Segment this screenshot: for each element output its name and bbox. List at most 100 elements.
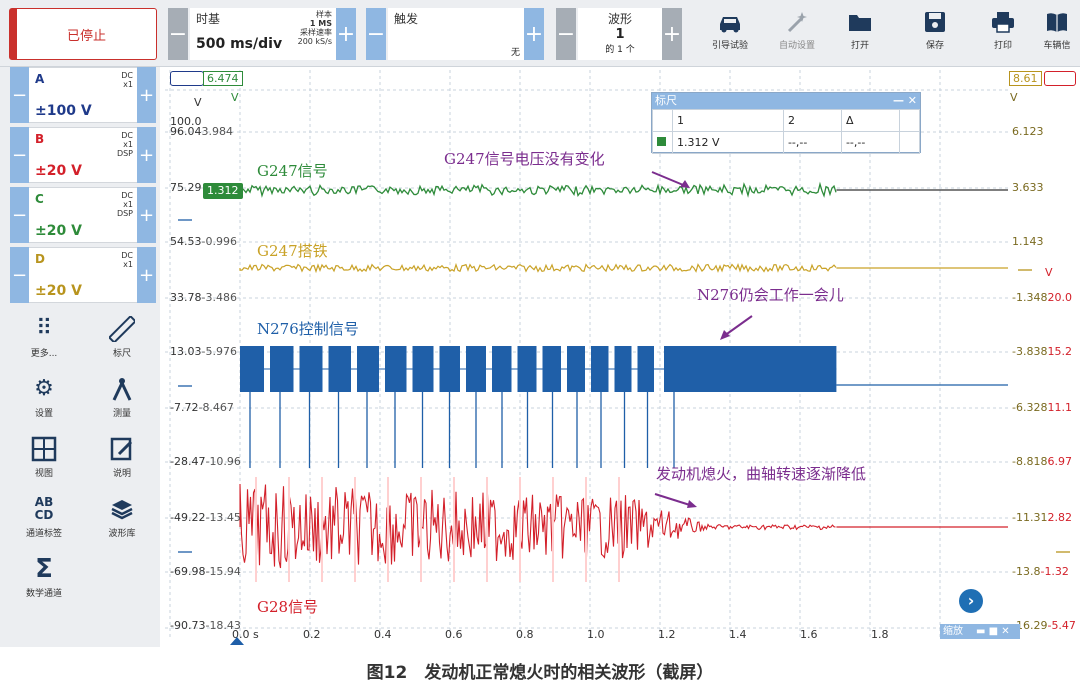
ruler-minimize-icon[interactable]: — [893,94,904,107]
ruler-val1: 1.312 V [672,131,784,154]
right-axis-tick-b: 11.1 [1047,401,1072,414]
trigger-control[interactable]: 触发 无 [388,8,524,60]
channel-a-minus-button[interactable]: − [10,67,29,123]
notes-tool-button[interactable]: 说明 [92,436,152,479]
left-axis-tick: -49.22-13.45 [170,511,241,524]
timebase-value: 500 ms/div [196,36,283,52]
right-axis-tick: 6.123 [1012,125,1044,138]
right-axis-tick-a: -16.29 [1012,619,1048,632]
right-axis-tick-a: 1.143 [1012,235,1044,248]
measure-tool-button[interactable]: 测量 [92,376,152,419]
timebase-plus-button[interactable]: + [336,8,356,60]
channel-d-plus-button[interactable]: + [137,247,156,303]
channel-b-range: ±20 V [35,163,82,179]
ruler-close-icon[interactable]: ✕ [907,94,917,107]
right-axis-tick-a: -1.348 [1012,291,1048,304]
time-axis-tick: 1.4 [729,628,747,641]
save-label: 保存 [925,41,944,51]
right-axis-tick: -8.8186.97 [1012,455,1072,468]
right-axis-tick-a: -11.31 [1012,511,1048,524]
save-button[interactable]: 保存 [908,4,962,51]
waveform-library-tool-button[interactable]: 波形库 [92,496,152,539]
channel-a-card[interactable]: − A DC x1 ±100 V + [10,67,156,123]
next-chevron-icon[interactable]: › [959,589,983,613]
settings-tool-button[interactable]: ⚙ 设置 [14,376,74,419]
channel-c-minus-button[interactable]: − [10,187,29,243]
waveform-minus-button[interactable]: − [556,8,576,60]
open-label: 打开 [850,41,869,51]
waveform-of: 的 1 个 [605,45,635,55]
waveform-plus-button[interactable]: + [662,8,682,60]
right-axis-tick: -16.29-5.47 [1012,619,1076,632]
right-axis-tick: 3.633 [1012,181,1044,194]
waveform-control[interactable]: 波形 1 的 1 个 [578,8,662,60]
channel-d-minus-button[interactable]: − [10,247,29,303]
figure-caption: 图12 发动机正常熄火时的相关波形（截屏） [366,663,714,683]
guided-test-button[interactable]: 引导试验 [703,4,757,51]
channel-d-card[interactable]: − D DC x1 ±20 V + [10,247,156,303]
trigger-minus-button[interactable]: − [366,8,386,60]
car-icon [720,17,740,33]
channel-b-card[interactable]: − B DC x1 DSP ±20 V + [10,127,156,183]
g247-signal-label: G247信号 [257,162,328,180]
channel-a-offset-handle[interactable] [170,71,204,86]
channel-c-plus-button[interactable]: + [137,187,156,243]
channel-a-range: ±100 V [35,103,92,119]
channel-b-plus-button[interactable]: + [137,127,156,183]
n276-note: N276仍会工作一会儿 [697,286,844,304]
channel-a-plus-button[interactable]: + [137,67,156,123]
g28-signal-label: G28信号 [257,598,319,616]
channel-labels-tool-button[interactable]: AB CD 通道标签 [14,496,74,540]
sample-rate-label: 采样速率 [300,28,332,37]
trigger-plus-button[interactable]: + [524,8,544,60]
ruler-tool-button[interactable]: 标尺 [92,316,152,359]
sigma-icon: Σ [35,554,53,584]
gear-icon: ⚙ [34,376,54,401]
auto-setup-button[interactable]: 自动设置 [770,4,824,51]
channel-d-range: ±20 V [35,283,82,299]
zoom-panel[interactable]: 缩放 ▬ ■ ✕ [940,624,1020,639]
right-axis-tick: -1.34820.0 [1012,291,1072,304]
save-icon [925,12,945,32]
vehicle-info-button[interactable]: 车辆信 [1034,4,1080,51]
channel-d-probe: x1 [123,260,133,269]
left-axis-tick-a: 96.04 [170,125,202,138]
channel-c-name: C [35,192,44,206]
right-axis-tick: -6.32811.1 [1012,401,1072,414]
time-axis-tick: 1.8 [871,628,889,641]
math-channels-tool-button[interactable]: Σ 数学通道 [14,556,74,599]
ruler-val3: --,-- [840,131,901,154]
open-button[interactable]: 打开 [833,4,887,51]
trigger-time-marker [230,630,244,645]
g247-ground-label: G247搭铁 [257,242,328,260]
g247-signal-trace [239,181,837,198]
print-button[interactable]: 打印 [976,4,1030,51]
zoom-min-icon[interactable]: ▬ ■ ✕ [976,626,1010,637]
left-axis-tick: 33.78-3.486 [170,291,237,304]
time-axis-tick: 0.2 [303,628,321,641]
n276-signal-label: N276控制信号 [257,320,359,338]
channel-c-card[interactable]: − C DC x1 DSP ±20 V + [10,187,156,243]
stop-button[interactable]: 已停止 [9,8,157,60]
guided-test-label: 引导试验 [711,41,748,51]
more-tool-button[interactable]: ⠿ 更多... [14,316,74,359]
channel-d-name: D [35,252,45,266]
view-tool-label: 视图 [34,469,53,479]
waveform-title: 波形 [607,12,632,26]
time-axis-tick: 1.2 [658,628,676,641]
timebase-control[interactable]: 时基 500 ms/div 样本 1 MS 采样速率 200 kS/s [190,8,336,60]
right-axis-tick-b: 20.0 [1047,291,1072,304]
left-unit-b: V [231,91,239,104]
view-tool-button[interactable]: 视图 [14,436,74,479]
left-axis-tick-b: -0.996 [201,235,237,248]
ruler-panel[interactable]: 标尺 — ✕ 1 2 Δ 1.312 V --,-- --,-- [651,92,921,154]
channel-b-offset-handle[interactable] [1044,71,1076,86]
left-axis-tick-b: -18.43 [205,619,241,632]
right-axis-tick: -3.83815.2 [1012,345,1072,358]
channel-b-minus-button[interactable]: − [10,127,29,183]
grid-dots-icon: ⠿ [35,316,53,341]
notes-tool-label: 说明 [112,469,131,479]
channel-c-range: ±20 V [35,223,82,239]
timebase-minus-button[interactable]: − [168,8,188,60]
vehicle-info-label: 车辆信 [1043,41,1071,51]
